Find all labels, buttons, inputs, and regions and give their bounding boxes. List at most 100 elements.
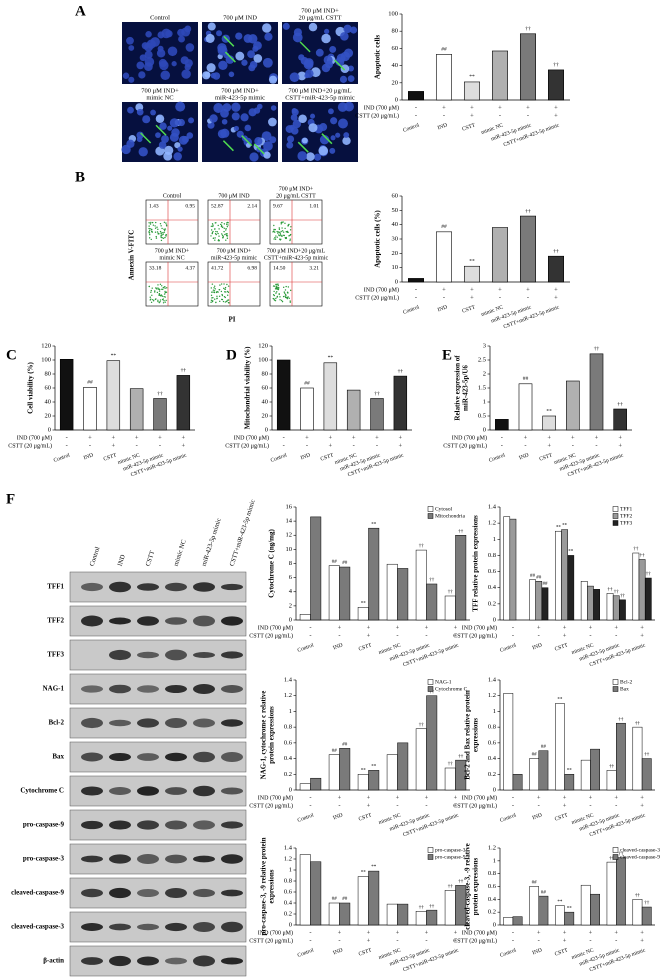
treatment-sign: - <box>425 937 427 944</box>
nucleus <box>188 117 195 124</box>
event <box>213 285 216 287</box>
y-tick-label: 1.4 <box>488 503 497 510</box>
legend-label: TFF2 <box>620 513 632 519</box>
legend-swatch <box>612 506 619 512</box>
quadrant-value: 41.72 <box>211 265 224 271</box>
legend-label: TFF1 <box>620 506 632 512</box>
protein-label: pro-caspase-9 <box>23 821 65 829</box>
y-tick-label: 0.4 <box>488 896 497 903</box>
treatment-sign: - <box>589 632 591 639</box>
blot-band <box>193 921 215 933</box>
nucleus <box>304 73 310 79</box>
event <box>160 236 162 239</box>
nucleus <box>144 57 155 67</box>
nucleus <box>209 114 218 123</box>
treatment-sign: + <box>135 434 139 441</box>
treatment-sign: - <box>66 434 68 441</box>
y-tick-label: 20 <box>392 250 399 257</box>
treatment-sign: + <box>454 937 458 944</box>
event <box>217 224 219 227</box>
event <box>211 300 214 303</box>
event <box>214 239 216 241</box>
event <box>155 237 158 239</box>
event <box>162 237 165 239</box>
event <box>152 224 155 226</box>
event <box>162 231 164 234</box>
bar <box>564 911 575 926</box>
nucleus <box>253 107 261 114</box>
treatment-sign: - <box>501 434 503 441</box>
axis-label: Annexin V-FITC <box>128 230 136 281</box>
nucleus <box>282 22 290 30</box>
bar <box>509 518 517 621</box>
x-tick-label: IND <box>437 122 448 131</box>
event <box>277 283 279 285</box>
treatment-sign: - <box>499 112 501 119</box>
treatment-sign: - <box>396 802 398 809</box>
y-tick-label: 0.4 <box>284 899 293 906</box>
significance-mark: †† <box>614 590 620 595</box>
event <box>277 288 280 291</box>
bar <box>299 783 311 791</box>
event <box>278 227 280 229</box>
bar <box>357 774 369 791</box>
bar <box>463 265 480 283</box>
quadrant-value: 1.01 <box>309 203 319 209</box>
nucleus <box>343 132 350 138</box>
blot-band <box>165 957 187 965</box>
event <box>150 291 152 293</box>
treatment-sign: + <box>640 632 644 639</box>
event <box>148 225 150 227</box>
bar <box>606 770 617 791</box>
x-tick-label: Control <box>402 304 420 316</box>
significance-mark: †† <box>609 856 615 861</box>
y-axis-label: pro-caspase-3, -9 relative protein <box>260 837 268 935</box>
nucleus <box>247 50 255 59</box>
y-tick-label: 60 <box>392 45 399 52</box>
event <box>160 235 162 237</box>
nucleus <box>206 63 216 73</box>
event <box>212 297 214 299</box>
treatment-sign: - <box>89 442 91 449</box>
bar <box>415 549 427 621</box>
event <box>220 225 223 228</box>
event <box>224 233 226 236</box>
event <box>150 229 153 231</box>
significance-mark: †† <box>635 721 641 726</box>
event <box>273 285 276 287</box>
nucleus <box>139 54 147 62</box>
significance-mark: †† <box>553 62 559 68</box>
bar <box>59 358 74 431</box>
event <box>215 301 217 304</box>
event <box>283 291 285 293</box>
treatment-sign: + <box>589 794 593 801</box>
bar <box>644 577 652 621</box>
blot-band <box>109 887 131 899</box>
significance-mark: †† <box>458 529 464 534</box>
treatment-label: IND (700 μM) <box>364 286 399 293</box>
blot-band <box>221 685 243 693</box>
event <box>227 291 230 294</box>
y-tick-label: 0 <box>483 426 486 433</box>
event <box>165 291 168 293</box>
bar <box>386 754 398 791</box>
nucleus <box>184 63 191 71</box>
event <box>278 234 280 236</box>
significance-mark: ## <box>530 574 536 579</box>
protein-label: Bcl-2 <box>48 719 64 727</box>
event <box>217 240 220 242</box>
bar <box>455 535 467 621</box>
treatment-sign: + <box>425 794 429 801</box>
event <box>286 291 289 294</box>
treatment-label: CSTT (20 μg/mL) <box>355 294 399 301</box>
event <box>151 221 154 224</box>
event <box>210 299 213 302</box>
treatment-sign: + <box>589 929 593 936</box>
y-tick-label: 2.5 <box>478 356 486 363</box>
nucleus <box>128 45 135 51</box>
plot-caption: 700 μM IND <box>218 193 250 199</box>
event <box>274 236 276 239</box>
treatment-label: CSTT (20 μg/mL) <box>443 442 487 449</box>
event <box>276 296 278 298</box>
event <box>226 222 228 224</box>
